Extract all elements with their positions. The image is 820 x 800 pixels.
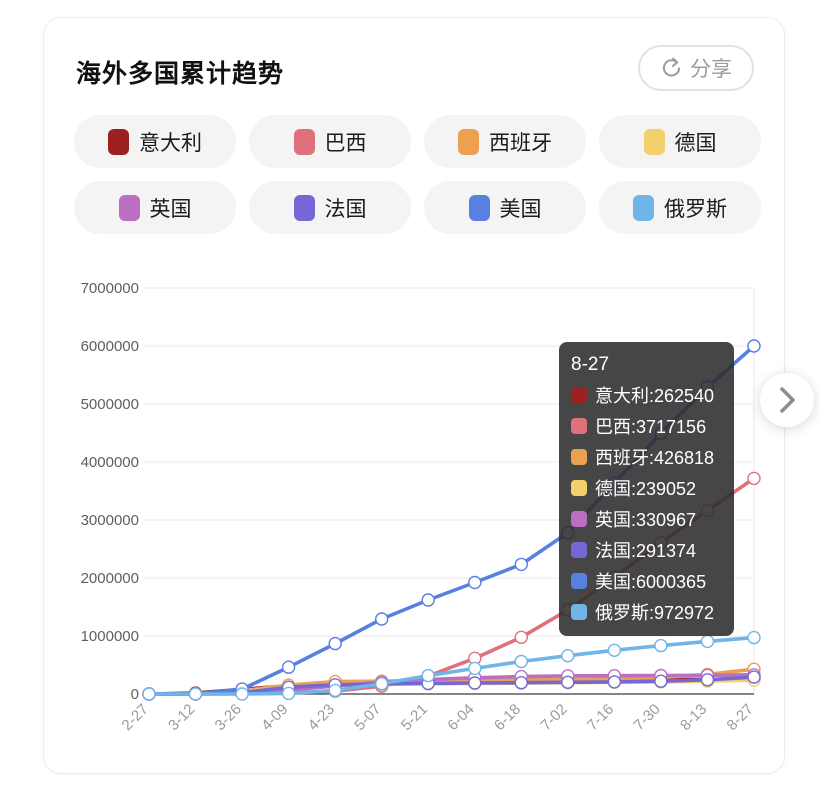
legend-item-label: 西班牙 — [489, 131, 552, 155]
legend-item-label: 美国 — [499, 197, 542, 221]
x-tick-label: 8-27 — [724, 701, 757, 734]
page-title: 海外多国累计趋势 — [76, 60, 285, 88]
x-tick-label: 7-16 — [584, 701, 617, 734]
data-point-marker[interactable] — [700, 673, 715, 687]
legend-swatch — [108, 128, 129, 155]
data-point-marker[interactable] — [700, 380, 715, 394]
data-point-marker[interactable] — [607, 675, 622, 689]
data-point-marker[interactable] — [468, 676, 482, 690]
series-line — [147, 476, 756, 696]
legend-swatch — [468, 194, 490, 221]
data-point-marker[interactable] — [747, 339, 761, 353]
legend-item-label: 德国 — [674, 131, 717, 155]
data-point-marker[interactable] — [654, 638, 668, 653]
data-point-marker[interactable] — [654, 674, 668, 688]
y-tick-label: 2000000 — [81, 570, 139, 587]
legend-swatch — [458, 128, 479, 155]
data-point-marker[interactable] — [654, 535, 668, 550]
data-point-marker[interactable] — [654, 426, 668, 441]
data-point-marker[interactable] — [561, 526, 575, 540]
x-tick-label: 7-02 — [537, 701, 570, 734]
data-point-marker[interactable] — [142, 687, 156, 701]
x-tick-label: 7-30 — [630, 701, 663, 734]
data-point-marker[interactable] — [281, 660, 296, 674]
legend-swatch — [293, 194, 315, 221]
legend-swatch — [293, 128, 315, 155]
x-tick-label: 5-07 — [351, 701, 384, 734]
data-point-marker[interactable] — [561, 675, 575, 689]
data-point-marker[interactable] — [514, 557, 528, 572]
x-tick-label: 6-18 — [491, 701, 524, 734]
data-point-marker[interactable] — [281, 686, 296, 701]
legend-swatch — [633, 194, 654, 221]
x-tick-label: 3-12 — [165, 701, 198, 734]
y-tick-label: 7000000 — [81, 280, 139, 297]
data-point-marker[interactable] — [328, 636, 342, 651]
data-point-marker[interactable] — [375, 677, 389, 691]
data-point-marker[interactable] — [700, 503, 715, 518]
data-point-marker[interactable] — [514, 630, 528, 644]
chevron-right-icon — [780, 387, 795, 413]
legend-swatch — [643, 128, 665, 155]
x-tick-label: 6-04 — [444, 701, 477, 734]
share-label: 分享 — [690, 58, 732, 81]
y-tick-label: 0 — [131, 686, 139, 703]
data-point-marker[interactable] — [747, 670, 761, 684]
legend-item-usa[interactable]: 美国 — [424, 181, 586, 234]
x-tick-label: 3-26 — [212, 701, 245, 734]
data-point-marker[interactable] — [468, 661, 482, 676]
data-point-marker[interactable] — [235, 687, 249, 701]
legend-item-label: 英国 — [149, 197, 192, 221]
x-tick-label: 4-09 — [258, 701, 291, 734]
legend: 意大利 巴西 西班牙 德国 英国 法国 美国 俄罗斯 — [74, 115, 761, 234]
legend-item-spain[interactable]: 西班牙 — [424, 115, 586, 168]
data-point-marker[interactable] — [188, 687, 203, 701]
data-point-marker[interactable] — [514, 676, 528, 690]
data-point-marker[interactable] — [561, 649, 575, 663]
data-point-marker[interactable] — [421, 593, 435, 607]
legend-item-label: 俄罗斯 — [664, 197, 727, 221]
legend-item-italy[interactable]: 意大利 — [74, 115, 236, 168]
series-line — [147, 635, 756, 696]
y-tick-label: 5000000 — [81, 396, 139, 413]
y-tick-label: 4000000 — [81, 454, 139, 471]
data-point-marker[interactable] — [375, 612, 389, 626]
line-chart[interactable]: 0 1000000 2000000 3000000 4000000 5000000 6000… — [44, 268, 784, 773]
x-tick-label: 4-23 — [305, 701, 338, 734]
x-tick-label: 5-21 — [398, 701, 431, 734]
data-point-marker[interactable] — [514, 654, 528, 669]
data-point-marker[interactable] — [561, 603, 575, 617]
legend-swatch — [118, 194, 140, 221]
legend-item-russia[interactable]: 俄罗斯 — [599, 181, 761, 234]
data-point-marker[interactable] — [747, 471, 761, 486]
next-page-button[interactable] — [760, 373, 814, 427]
legend-item-label: 法国 — [324, 197, 367, 221]
share-button[interactable]: 分享 — [638, 45, 754, 91]
x-tick-label: 2-27 — [119, 701, 152, 734]
legend-item-label: 意大利 — [139, 131, 202, 155]
data-point-marker[interactable] — [607, 643, 622, 657]
data-point-marker[interactable] — [700, 634, 715, 649]
share-icon — [662, 57, 681, 77]
legend-item-uk[interactable]: 英国 — [74, 181, 236, 234]
legend-item-france[interactable]: 法国 — [249, 181, 411, 234]
y-tick-label: 6000000 — [81, 338, 139, 355]
data-point-marker[interactable] — [328, 683, 342, 698]
data-point-marker[interactable] — [747, 630, 761, 645]
legend-item-label: 巴西 — [324, 131, 367, 155]
y-tick-label: 3000000 — [81, 512, 139, 529]
trend-card: 海外多国累计趋势 分享 意大利 巴西 西班牙 德国 英国 — [43, 17, 785, 774]
data-point-marker[interactable] — [607, 570, 622, 584]
series-line — [147, 675, 756, 696]
legend-item-brazil[interactable]: 巴西 — [249, 115, 411, 168]
y-tick-label: 1000000 — [81, 628, 139, 645]
data-point-marker[interactable] — [607, 476, 622, 490]
data-point-marker[interactable] — [468, 575, 482, 590]
data-point-marker[interactable] — [421, 668, 435, 683]
x-tick-label: 8-13 — [677, 701, 710, 734]
legend-item-germany[interactable]: 德国 — [599, 115, 761, 168]
